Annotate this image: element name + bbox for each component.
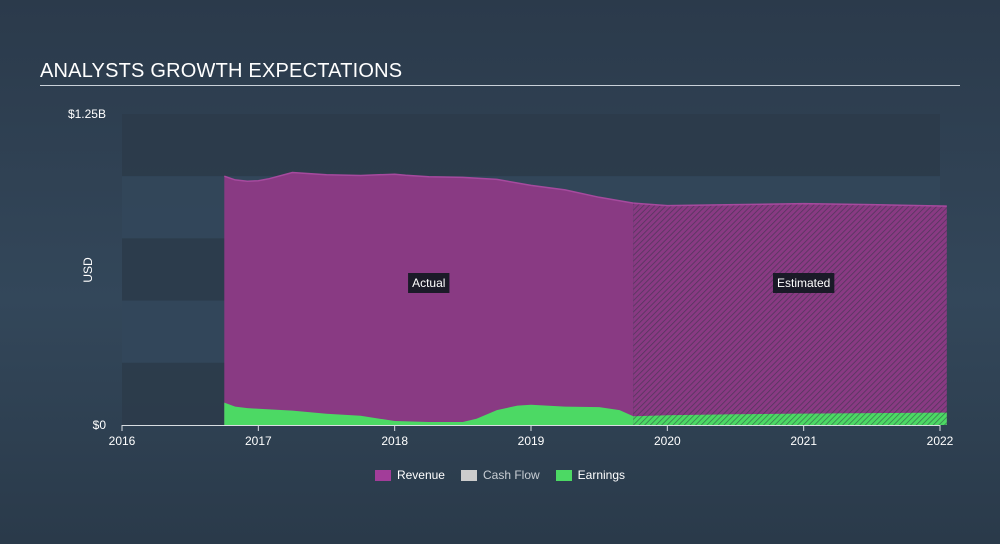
chart-legend: Revenue Cash Flow Earnings (0, 468, 1000, 482)
legend-label-earnings: Earnings (577, 468, 626, 482)
revenue-line-actual (224, 171, 634, 204)
title-divider (40, 85, 960, 86)
legend-label-cash-flow: Cash Flow (482, 468, 540, 482)
y-tick-label-0: $0 (93, 418, 107, 432)
plot-band (122, 114, 940, 177)
x-tick-label-2016: 2016 (109, 434, 136, 448)
region-label-text: Actual (412, 276, 445, 290)
y-tick-label-1: $1.25B (68, 107, 106, 121)
y-axis-label: USD (81, 257, 95, 283)
region-label-actual: Actual (408, 273, 450, 293)
legend-item-cash-flow[interactable]: Cash Flow (460, 468, 540, 482)
region-label-estimated: Estimated (772, 273, 835, 293)
legend-swatch-earnings (555, 469, 572, 481)
legend-swatch-cash-flow (460, 469, 477, 481)
region-label-text: Estimated (777, 276, 830, 290)
x-tick-label-2021: 2021 (790, 434, 817, 448)
revenue-area-actual (224, 172, 634, 425)
x-tick-label-2019: 2019 (518, 434, 545, 448)
x-tick-label-2018: 2018 (381, 434, 408, 448)
region-label-bg (772, 273, 835, 293)
legend-item-earnings[interactable]: Earnings (555, 468, 626, 482)
region-label-bg (408, 273, 450, 293)
chart-title: ANALYSTS GROWTH EXPECTATIONS (40, 60, 403, 82)
legend-label-revenue: Revenue (396, 468, 445, 482)
earnings-area-actual (224, 402, 634, 425)
revenue-line-estimated (633, 202, 947, 207)
legend-swatch-revenue (374, 469, 391, 481)
earnings-hatch-estimated (633, 412, 947, 425)
legend-item-revenue[interactable]: Revenue (374, 468, 445, 482)
x-tick-label-2017: 2017 (245, 434, 272, 448)
x-tick-label-2020: 2020 (654, 434, 681, 448)
x-tick-label-2022: 2022 (927, 434, 954, 448)
revenue-hatch-estimated (633, 203, 947, 425)
